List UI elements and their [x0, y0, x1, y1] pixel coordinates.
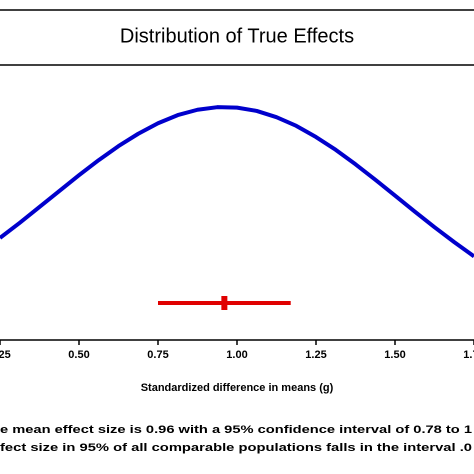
x-tick-label: 1.00	[226, 349, 247, 361]
mean-marker	[221, 296, 228, 310]
note: fect size in 95% of all comparable popul…	[0, 442, 472, 454]
x-tick-label: 0.50	[68, 349, 89, 361]
chart-title: Distribution of True Effects	[120, 25, 354, 47]
note: e mean effect size is 0.96 with a 95% co…	[0, 424, 472, 436]
x-tick-label: 0.25	[0, 349, 11, 361]
x-tick-label: 1.75	[463, 349, 474, 361]
plot-frame	[0, 9, 474, 341]
x-tick-label: 1.50	[384, 349, 405, 361]
x-tick-label: 0.75	[147, 349, 168, 361]
x-tick-label: 1.25	[305, 349, 326, 361]
x-axis-label: Standardized difference in means (g)	[141, 382, 334, 394]
density-curve	[0, 105, 474, 258]
